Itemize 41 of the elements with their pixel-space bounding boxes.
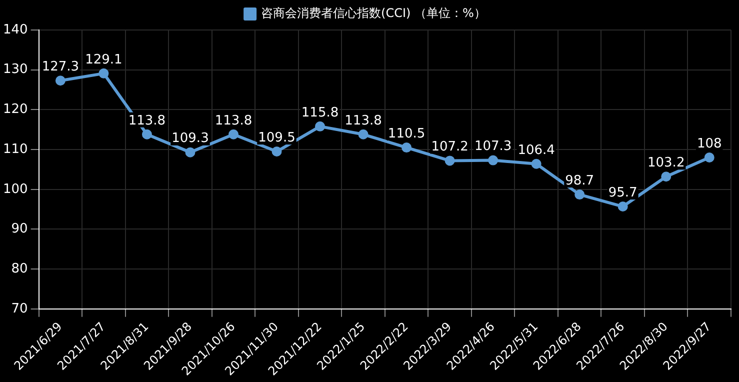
point [618, 202, 628, 212]
legend-label: 咨商会消费者信心指数(CCI) （单位：%） [261, 6, 486, 20]
point [704, 152, 714, 163]
point [574, 190, 585, 200]
data-label: 108 [696, 136, 722, 152]
data-label: 110.5 [388, 126, 426, 142]
data-label: 107.3 [474, 139, 512, 154]
data-label: 113.8 [214, 113, 252, 128]
y-tick-label: 110 [2, 142, 28, 157]
y-tick-label: 90 [11, 222, 28, 237]
data-label: 95.7 [608, 185, 638, 200]
point [358, 129, 368, 140]
data-label: 113.8 [128, 113, 166, 128]
point [98, 68, 109, 78]
point [185, 147, 196, 158]
point [531, 158, 542, 169]
point [228, 129, 238, 140]
data-label: 107.2 [431, 140, 468, 155]
data-label: 129.1 [85, 52, 122, 68]
point [315, 121, 326, 132]
y-tick-label: 70 [11, 301, 28, 316]
y-tick-label: 130 [2, 62, 28, 78]
data-label: 113.8 [344, 113, 382, 128]
point [402, 142, 412, 153]
data-label: 127.3 [42, 59, 80, 74]
point [272, 146, 282, 157]
data-label: 106.4 [518, 142, 555, 158]
point [142, 129, 152, 140]
data-label: 103.2 [648, 156, 685, 171]
data-label: 115.8 [301, 105, 339, 120]
point [444, 156, 455, 166]
point [661, 172, 672, 182]
data-label: 109.5 [258, 130, 296, 146]
point [55, 76, 66, 86]
y-tick-label: 140 [2, 22, 28, 38]
data-label: 109.3 [172, 131, 209, 146]
point [488, 155, 498, 166]
y-tick-label: 100 [2, 182, 28, 197]
y-tick-label: 80 [11, 261, 28, 276]
data-label: 98.7 [565, 173, 594, 188]
y-tick-label: 120 [2, 102, 28, 118]
